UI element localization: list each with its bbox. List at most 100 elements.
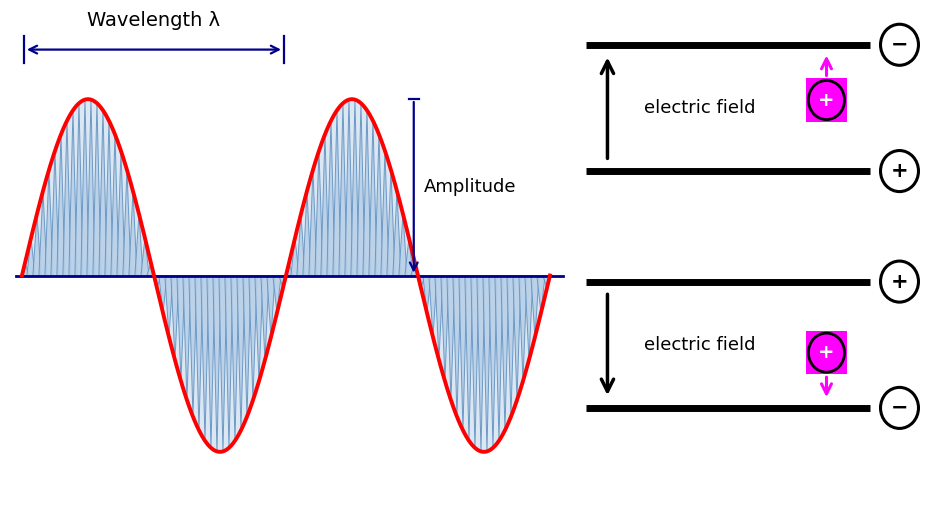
Polygon shape (147, 263, 155, 276)
Text: electric field: electric field (644, 99, 755, 117)
Polygon shape (87, 99, 95, 276)
Polygon shape (519, 276, 527, 381)
Polygon shape (351, 99, 359, 276)
Circle shape (809, 80, 844, 120)
Polygon shape (105, 121, 113, 276)
Text: +: + (891, 271, 908, 291)
Polygon shape (189, 276, 197, 417)
Polygon shape (27, 238, 35, 276)
Polygon shape (471, 276, 479, 448)
Polygon shape (446, 276, 455, 400)
Polygon shape (375, 134, 383, 276)
Polygon shape (537, 276, 545, 313)
Polygon shape (69, 111, 77, 276)
Polygon shape (171, 276, 179, 360)
Circle shape (881, 151, 918, 191)
Polygon shape (201, 276, 209, 441)
Polygon shape (423, 276, 431, 313)
Polygon shape (225, 276, 233, 448)
Polygon shape (273, 276, 281, 313)
Text: Amplitude: Amplitude (424, 178, 517, 196)
Polygon shape (123, 170, 131, 276)
Polygon shape (231, 276, 239, 441)
Polygon shape (291, 238, 299, 276)
Polygon shape (207, 276, 215, 448)
Polygon shape (327, 121, 335, 276)
Polygon shape (212, 276, 221, 451)
Polygon shape (333, 111, 341, 276)
Polygon shape (417, 276, 425, 288)
Circle shape (881, 387, 918, 428)
Polygon shape (237, 276, 245, 430)
Polygon shape (459, 276, 467, 430)
Polygon shape (177, 276, 185, 381)
Polygon shape (22, 99, 550, 452)
Polygon shape (387, 170, 395, 276)
FancyBboxPatch shape (807, 331, 846, 375)
Polygon shape (501, 276, 509, 430)
Polygon shape (80, 99, 89, 276)
Polygon shape (165, 276, 173, 337)
Polygon shape (399, 214, 407, 276)
Polygon shape (153, 276, 161, 288)
Polygon shape (476, 276, 485, 451)
Polygon shape (411, 263, 419, 276)
Polygon shape (339, 103, 347, 276)
Polygon shape (489, 276, 497, 448)
Polygon shape (429, 276, 437, 337)
Polygon shape (507, 276, 515, 417)
Text: −: − (891, 35, 908, 55)
Polygon shape (99, 111, 107, 276)
Polygon shape (219, 276, 227, 451)
Polygon shape (267, 276, 275, 337)
Polygon shape (525, 276, 533, 360)
Polygon shape (39, 191, 47, 276)
Text: Wavelength λ: Wavelength λ (87, 11, 221, 30)
Polygon shape (57, 134, 65, 276)
Polygon shape (483, 276, 491, 451)
Text: electric field: electric field (644, 336, 755, 354)
Circle shape (809, 333, 844, 372)
Polygon shape (279, 276, 287, 288)
Polygon shape (141, 238, 149, 276)
Polygon shape (242, 276, 251, 417)
Polygon shape (93, 103, 101, 276)
Polygon shape (543, 276, 551, 288)
Polygon shape (344, 99, 353, 276)
Text: −: − (891, 398, 908, 418)
Polygon shape (441, 276, 449, 381)
Polygon shape (309, 170, 317, 276)
Polygon shape (249, 276, 257, 400)
Polygon shape (303, 191, 311, 276)
Polygon shape (285, 263, 293, 276)
Polygon shape (110, 134, 119, 276)
Text: +: + (818, 343, 835, 362)
Polygon shape (129, 191, 137, 276)
Polygon shape (531, 276, 539, 337)
Polygon shape (51, 151, 59, 276)
Polygon shape (21, 263, 29, 276)
Polygon shape (63, 121, 71, 276)
Polygon shape (183, 276, 191, 400)
Polygon shape (513, 276, 521, 400)
Polygon shape (297, 214, 305, 276)
FancyBboxPatch shape (807, 78, 846, 122)
Polygon shape (435, 276, 443, 360)
Polygon shape (117, 151, 125, 276)
Polygon shape (195, 276, 203, 430)
Polygon shape (321, 134, 329, 276)
Polygon shape (45, 170, 53, 276)
Polygon shape (255, 276, 263, 381)
Circle shape (881, 261, 918, 302)
Polygon shape (33, 214, 41, 276)
Polygon shape (405, 238, 413, 276)
Text: +: + (891, 161, 908, 181)
Polygon shape (261, 276, 269, 360)
Polygon shape (393, 191, 401, 276)
Polygon shape (369, 121, 377, 276)
Text: +: + (818, 90, 835, 110)
Polygon shape (381, 151, 389, 276)
Polygon shape (314, 151, 323, 276)
Polygon shape (453, 276, 461, 417)
Polygon shape (495, 276, 503, 441)
